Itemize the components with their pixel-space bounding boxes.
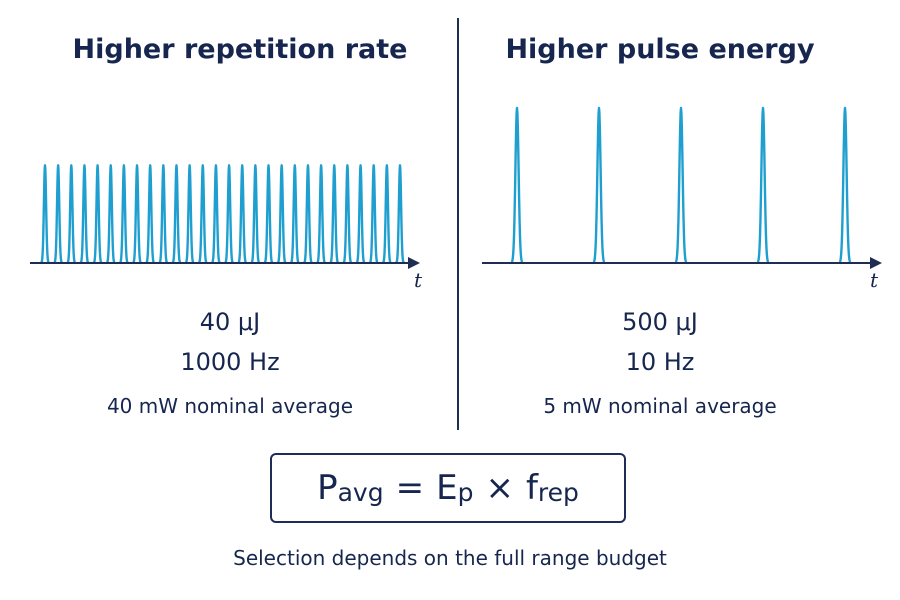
left-pulse-13 [198,164,208,263]
left-pulse-7 [119,164,129,263]
right-axis-label: t [870,268,879,292]
left-pulse-16 [237,164,247,263]
left-axis-label: t [414,268,423,292]
panel-divider [457,18,459,430]
right-pulse-train [510,106,852,263]
formula-times: × [485,468,514,508]
left-pulse-4 [79,164,90,263]
right-average-power: 5 mW nominal average [543,394,777,418]
formula-f-sub: rep [537,477,579,507]
right-pulse-3 [674,106,688,263]
caption: Selection depends on the full range budg… [233,546,667,570]
left-pulse-26 [369,164,379,263]
left-pulse-23 [329,164,339,263]
left-pulse-19 [277,164,287,263]
right-pulse-5 [838,106,852,263]
left-pulse-12 [184,164,195,263]
left-pulse-14 [211,164,221,263]
left-pulse-17 [250,164,261,263]
right-pulse-4 [756,106,770,263]
right-pulse-2 [592,106,606,263]
left-panel-title: Higher repetition rate [72,34,408,65]
left-pulse-2 [53,164,63,263]
formula-e: E [436,468,458,508]
right-rep-rate: 10 Hz [625,348,695,376]
left-pulse-8 [132,164,142,263]
right-pulse-plot [482,106,882,269]
left-pulse-6 [106,164,116,263]
right-pulse-1 [510,106,524,263]
left-pulse-3 [66,164,76,263]
formula-p-sub: avg [337,477,384,507]
right-pulse-energy: 500 μJ [622,308,698,336]
left-pulse-11 [171,164,182,263]
left-average-power: 40 mW nominal average [106,394,354,418]
right-axis-arrowhead [870,257,882,269]
left-pulse-5 [92,164,103,263]
left-pulse-1 [40,164,50,263]
left-axis-arrowhead [408,257,420,269]
left-pulse-energy: 40 μJ [199,308,261,336]
formula-equals: = [395,468,425,508]
left-pulse-24 [342,164,353,263]
right-panel-title: Higher pulse energy [505,34,815,65]
left-pulse-10 [158,164,168,263]
left-pulse-20 [290,164,300,263]
formula-p: P [317,468,338,508]
left-pulse-9 [145,164,155,263]
left-pulse-25 [355,164,366,263]
left-rep-rate: 1000 Hz [180,348,280,376]
left-pulse-27 [382,164,392,263]
formula-f: f [525,468,538,508]
left-pulse-21 [303,164,313,263]
left-pulse-28 [395,164,405,263]
left-pulse-22 [316,164,326,263]
formula-e-sub: p [457,477,474,507]
left-pulse-plot [30,164,420,269]
left-pulse-18 [263,164,274,263]
left-pulse-15 [224,164,234,263]
left-pulse-train [40,164,405,263]
